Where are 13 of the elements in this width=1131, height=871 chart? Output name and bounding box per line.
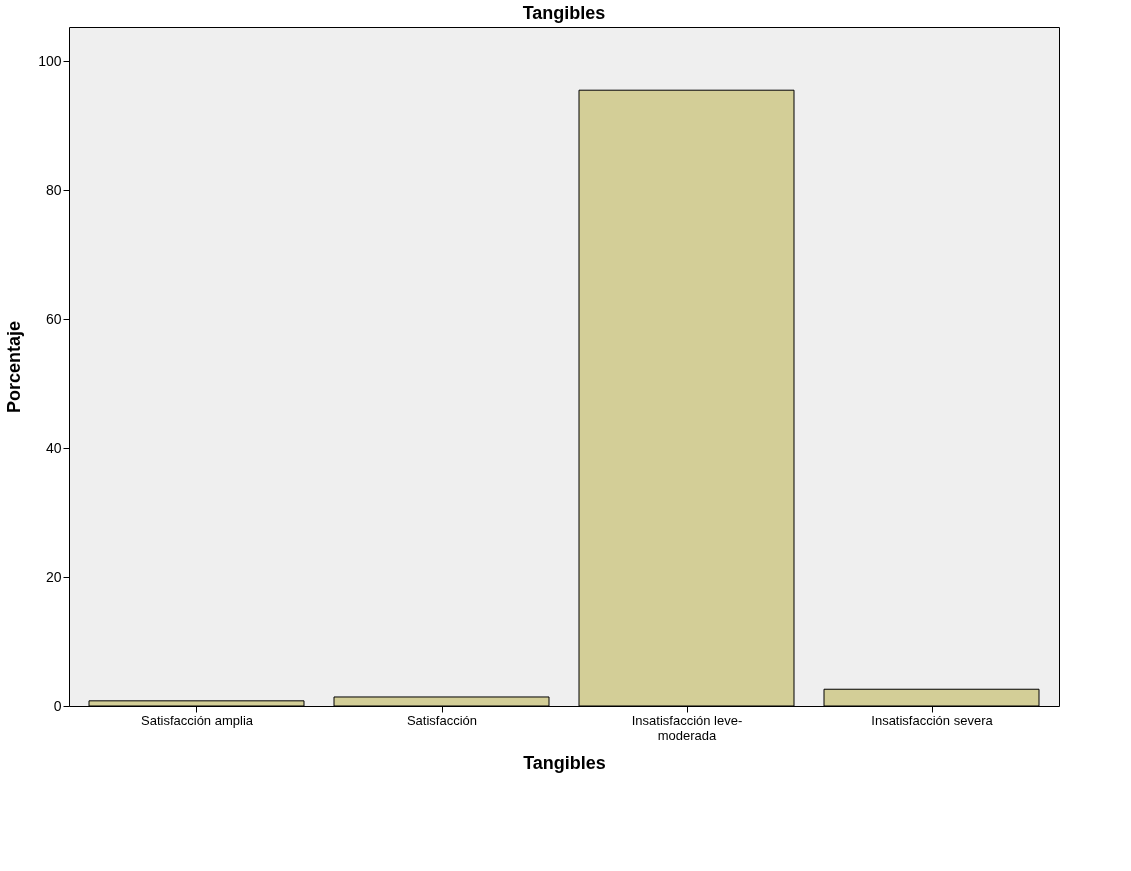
y-axis-title: Porcentaje (4, 320, 25, 414)
x-tick-label: Satisfacción (406, 712, 478, 728)
y-tick-label: 0 (53, 697, 62, 714)
x-tick-label: Satisfacción amplia (141, 712, 254, 728)
x-tick-label: Insatisfacción leve-moderada (631, 712, 743, 743)
chart-title: Tangibles (522, 3, 606, 23)
y-tick-label: 100 (38, 52, 62, 69)
y-tick-label: 80 (45, 181, 62, 198)
y-tick-label: 40 (45, 439, 62, 456)
x-tick-label: Insatisfacción severa (871, 712, 994, 728)
x-axis-title: Tangibles (523, 752, 606, 773)
y-tick-label: 20 (45, 568, 62, 585)
y-tick-label: 60 (45, 310, 62, 327)
